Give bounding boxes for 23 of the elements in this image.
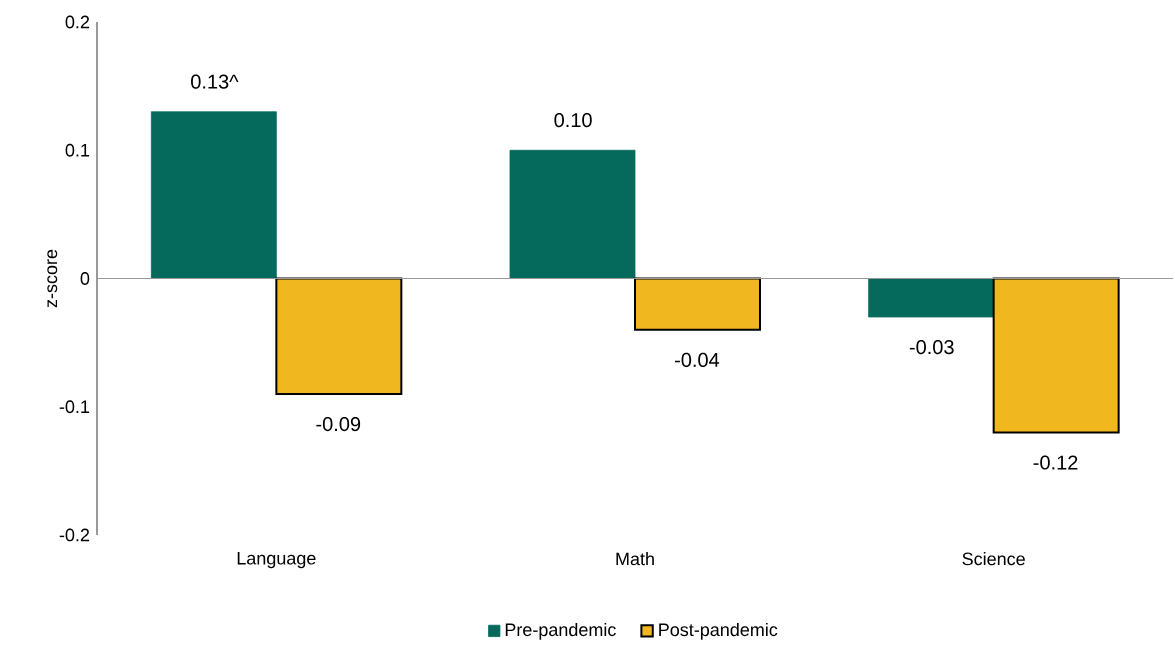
data-label: 0.13^: [191, 74, 239, 89]
y-tick-label: 0.2: [65, 15, 90, 29]
bar: [992, 277, 1120, 434]
bar: [868, 278, 995, 318]
y-axis-title: z-score: [47, 249, 58, 308]
bar: [150, 111, 277, 279]
x-tick-label: Math: [616, 552, 654, 566]
data-label: -0.12: [1033, 455, 1078, 470]
y-tick-label: 0.1: [65, 143, 90, 157]
bar: [275, 277, 403, 395]
legend-label: Pre-pandemic: [505, 622, 616, 640]
data-label: -0.04: [675, 352, 720, 368]
y-tick-label: -0.2: [59, 528, 90, 542]
data-label: 0.10: [554, 113, 592, 128]
x-tick-label: Language: [237, 552, 316, 569]
bar: [634, 277, 761, 331]
data-label: -0.09: [316, 417, 361, 432]
y-tick-label: -0.1: [59, 400, 90, 414]
y-tick-label: 0: [80, 272, 90, 285]
x-tick-label: Science: [962, 552, 1025, 566]
legend-label: Post-pandemic: [659, 622, 778, 640]
data-label: -0.03: [909, 340, 954, 355]
bar: [509, 149, 636, 279]
